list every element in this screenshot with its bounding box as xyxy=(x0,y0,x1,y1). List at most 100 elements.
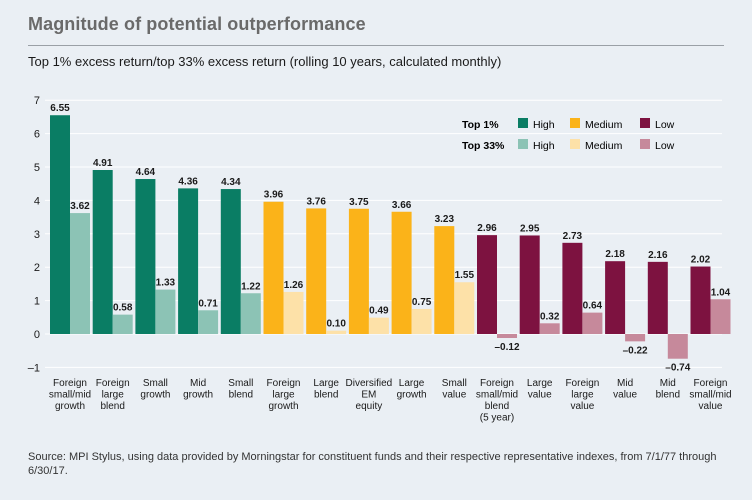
bar-value-label: –0.12 xyxy=(494,342,519,353)
y-tick-label: 6 xyxy=(34,129,40,141)
x-tick-label-line: large xyxy=(571,390,594,401)
x-tick-label-line: small/mid xyxy=(49,390,91,401)
legend-row-top33-label: Top 33% xyxy=(462,140,505,152)
x-tick-label-line: Large xyxy=(399,378,425,389)
bar-value-label: 3.62 xyxy=(70,201,90,212)
bar-value-label: 1.04 xyxy=(711,287,731,298)
bar-top1 xyxy=(690,266,711,334)
y-tick-label: –1 xyxy=(28,362,40,374)
bar-value-label: –0.74 xyxy=(665,363,690,374)
x-tick-label-line: value xyxy=(528,390,552,401)
bar-chart: –1 0 1 2 3 4 5 6 7 6.55 3.62 4.91 0.58 4.64 1.33 4.36 0… xyxy=(28,95,732,424)
bar-value-label: 4.91 xyxy=(93,158,113,169)
bar-value-label: 4.64 xyxy=(136,167,156,178)
y-tick-label: 3 xyxy=(34,229,40,241)
bar-value-label: 0.64 xyxy=(583,301,603,312)
bar-top1 xyxy=(477,235,497,334)
legend-swatch-medium-top1 xyxy=(570,118,580,128)
bar-value-label: 2.16 xyxy=(648,250,668,261)
y-tick-label: 0 xyxy=(34,329,40,341)
x-tick-label-line: growth xyxy=(183,390,213,401)
bar-top1 xyxy=(135,179,156,334)
x-tick-label-line: blend xyxy=(656,390,680,401)
x-tick-label-line: Mid xyxy=(617,378,633,389)
bar-value-label: 2.95 xyxy=(520,223,540,234)
bar-value-label: 1.55 xyxy=(455,270,475,281)
x-tick-label: Foreign large blend xyxy=(96,378,130,412)
bar-value-label: 2.18 xyxy=(605,249,625,260)
x-tick-label: Mid value xyxy=(613,378,637,401)
x-tick-label-line: value xyxy=(699,401,723,412)
x-tick-label-line: blend xyxy=(229,390,253,401)
bar-top1 xyxy=(348,208,369,334)
x-tick-label-line: growth xyxy=(55,401,85,412)
x-tick-label: Foreign small/mid growth xyxy=(49,378,91,412)
x-tick-label-line: blend xyxy=(314,390,338,401)
x-tick-label-line: Large xyxy=(313,378,339,389)
bar-top33 xyxy=(240,293,261,334)
legend-swatch-low-top1 xyxy=(640,118,650,128)
bar-value-label: 0.49 xyxy=(369,306,389,317)
bar-top1 xyxy=(562,242,583,334)
bar-top1 xyxy=(306,208,327,334)
source-note: Source: MPI Stylus, using data provided … xyxy=(28,451,717,477)
legend-high-label-top1: High xyxy=(533,119,555,131)
bar-value-label: 3.96 xyxy=(264,190,284,201)
bar-top33 xyxy=(582,312,603,334)
legend-swatch-high-top1 xyxy=(518,118,528,128)
x-tick-label-line: value xyxy=(570,401,594,412)
bar-top33 xyxy=(70,213,90,334)
bar-top1 xyxy=(50,115,70,334)
legend-swatch-high-top33 xyxy=(518,139,528,149)
x-tick-label-line: Diversified xyxy=(346,378,393,389)
bar-value-label: 4.36 xyxy=(178,176,198,187)
x-tick-label-line: Mid xyxy=(660,378,676,389)
x-tick-label: Diversified EM equity xyxy=(346,378,393,412)
bar-top33 xyxy=(625,334,646,342)
x-tick-label-line: small/mid xyxy=(689,390,731,401)
chart-subtitle: Top 1% excess return/top 33% excess retu… xyxy=(28,54,502,69)
bar-top1 xyxy=(605,261,626,334)
x-tick-label-line: growth xyxy=(268,401,298,412)
bar-top33 xyxy=(283,291,304,334)
bar-top33 xyxy=(411,308,432,334)
x-tick-label: Mid blend xyxy=(656,378,680,401)
x-tick-label-line: Small xyxy=(442,378,467,389)
y-axis-ticks: –1 0 1 2 3 4 5 6 7 xyxy=(28,95,40,374)
x-tick-label-line: blend xyxy=(485,401,509,412)
bar-value-label: 1.33 xyxy=(156,278,176,289)
x-tick-label: Mid growth xyxy=(183,378,213,401)
bar-top1 xyxy=(92,170,113,334)
bar-top1 xyxy=(263,201,284,334)
bars xyxy=(50,115,731,359)
x-tick-label-line: Small xyxy=(228,378,253,389)
x-tick-label: Foreign small/mid value xyxy=(689,378,731,412)
x-tick-label: Small blend xyxy=(228,378,253,401)
x-tick-label-line: large xyxy=(272,390,295,401)
y-tick-label: 2 xyxy=(34,262,40,274)
x-tick-label-line: EM xyxy=(361,390,376,401)
bar-top33 xyxy=(497,334,517,339)
bar-value-label: 0.71 xyxy=(198,298,218,309)
bar-value-label: 2.02 xyxy=(691,255,711,266)
x-tick-label-line: Small xyxy=(143,378,168,389)
x-tick-label-line: value xyxy=(613,390,637,401)
bar-top1 xyxy=(178,188,199,334)
x-tick-label: Foreign small/mid blend (5 year) xyxy=(476,378,518,424)
bar-value-label: –0.22 xyxy=(623,345,648,356)
bar-value-label: 3.76 xyxy=(306,196,326,207)
x-tick-label-line: Mid xyxy=(190,378,206,389)
x-tick-label-line: growth xyxy=(397,390,427,401)
x-tick-label-line: growth xyxy=(140,390,170,401)
bar-value-label: 0.58 xyxy=(113,303,133,314)
bar-top33 xyxy=(539,323,560,334)
x-tick-label-line: large xyxy=(102,390,125,401)
x-tick-label: Foreign large value xyxy=(565,378,599,412)
legend-row-top1-label: Top 1% xyxy=(462,119,499,131)
x-tick-label: Small value xyxy=(442,378,467,401)
bar-top33 xyxy=(198,310,219,334)
bar-top1 xyxy=(647,261,668,334)
bar-top33 xyxy=(368,317,389,334)
x-tick-label-line: Foreign xyxy=(480,378,514,389)
